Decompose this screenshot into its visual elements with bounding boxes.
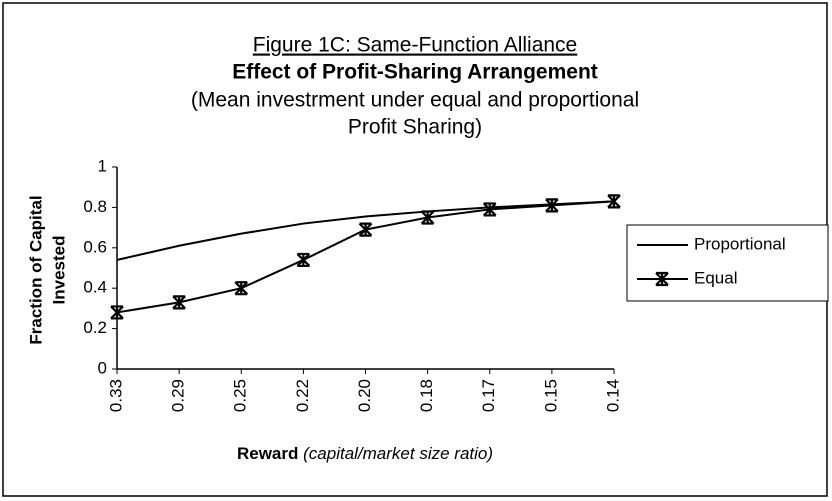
legend-marker	[655, 271, 669, 287]
marker	[607, 194, 621, 209]
x-tick-label: 0.14	[603, 379, 622, 412]
x-tick-label: 0.25	[231, 379, 250, 412]
marker	[296, 252, 311, 268]
x-tick-label: 0.29	[169, 379, 188, 412]
x-tick-label: 0.20	[355, 379, 374, 412]
y-tick-label: 0.8	[83, 197, 107, 216]
x-tick-label: 0.33	[106, 379, 125, 412]
x-axis-label-main: Reward	[237, 444, 298, 463]
marker	[234, 281, 249, 296]
y-tick-label: 0.6	[83, 237, 107, 256]
x-tick-label: 0.22	[293, 379, 312, 412]
legend-label: Equal	[694, 268, 737, 287]
series-line	[116, 200, 615, 261]
y-tick-label: 1	[98, 156, 107, 175]
legend-box	[626, 224, 829, 302]
chart-title: Figure 1C: Same-Function Alliance	[253, 34, 578, 57]
marker	[110, 305, 124, 320]
x-tick-label: 0.15	[541, 379, 560, 412]
legend-label: Proportional	[694, 234, 786, 253]
marker	[420, 210, 435, 225]
x-tick-label: 0.17	[479, 379, 498, 412]
x-tick-label: 0.18	[417, 379, 436, 412]
x-axis-label-note: (capital/market size ratio)	[303, 444, 493, 463]
marker	[172, 295, 186, 310]
marker	[545, 198, 559, 213]
y-tick-label: 0.4	[83, 278, 107, 297]
x-axis-label: Reward (capital/market size ratio)	[237, 444, 493, 463]
marker	[482, 202, 497, 217]
y-axis-label: Fraction of Capital	[26, 195, 45, 344]
chart-subtitle: Effect of Profit-Sharing Arrangement	[232, 61, 598, 84]
y-tick-label: 0	[98, 358, 107, 377]
chart-note: (Mean investrment under equal and propor…	[191, 89, 639, 112]
y-axis-label: Invested	[49, 236, 68, 305]
y-tick-label: 0.2	[83, 318, 107, 337]
chart-note: Profit Sharing)	[348, 116, 482, 139]
marker	[358, 222, 373, 237]
